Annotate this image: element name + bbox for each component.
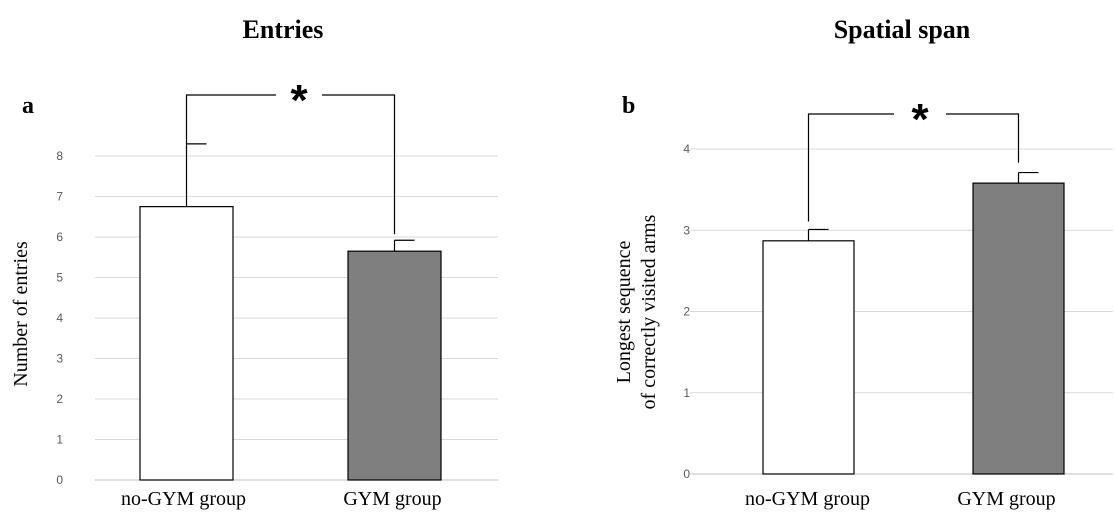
category-label: no-GYM group xyxy=(745,488,870,510)
y-tick-label: 4 xyxy=(56,311,63,325)
y-ticks: 0 1 2 3 4 xyxy=(683,142,690,481)
panel-label: a xyxy=(22,93,34,119)
category-label: GYM group xyxy=(343,488,441,510)
chart-title: Entries xyxy=(243,15,324,44)
chart-panel-spatial-span: Spatial span b Longest sequence of corre… xyxy=(613,15,1113,510)
y-axis-label-line-2: of correctly visited arms xyxy=(638,214,660,409)
bracket-left xyxy=(807,113,894,222)
bar-no-gym-group xyxy=(762,240,855,475)
significance-star: * xyxy=(911,95,929,144)
y-axis-label: Number of entries xyxy=(10,241,32,387)
y-tick-label: 8 xyxy=(56,149,63,163)
y-tick-label: 6 xyxy=(56,230,63,244)
bracket-right xyxy=(946,113,1020,163)
significance-star: * xyxy=(290,76,308,125)
bars xyxy=(139,143,442,481)
bars xyxy=(762,171,1065,475)
y-tick-label: 3 xyxy=(683,223,690,237)
panel-label: b xyxy=(622,93,635,119)
y-tick-label: 1 xyxy=(56,433,63,447)
bar-gym-group xyxy=(347,250,442,481)
y-tick-label: 2 xyxy=(56,392,63,406)
category-labels: no-GYM group GYM group xyxy=(745,488,1056,510)
category-label: GYM group xyxy=(957,488,1055,510)
y-tick-label: 5 xyxy=(56,271,63,285)
y-axis-label-line-1: Longest sequence xyxy=(613,241,635,384)
y-tick-label: 2 xyxy=(683,305,690,319)
y-ticks: 0 1 2 3 4 5 6 7 8 xyxy=(56,149,63,487)
y-tick-label: 7 xyxy=(56,190,63,204)
significance-bracket: * xyxy=(185,76,396,235)
category-labels: no-GYM group GYM group xyxy=(121,488,442,510)
chart-title: Spatial span xyxy=(834,15,971,44)
category-label: no-GYM group xyxy=(121,488,246,510)
y-tick-label: 3 xyxy=(56,352,63,366)
y-tick-label: 0 xyxy=(56,473,63,487)
bracket-right xyxy=(322,94,396,235)
bar-gym-group xyxy=(972,182,1065,475)
bracket-left xyxy=(185,94,276,144)
y-tick-label: 1 xyxy=(683,386,690,400)
y-tick-label: 4 xyxy=(683,142,690,156)
y-tick-label: 0 xyxy=(683,467,690,481)
significance-bracket: * xyxy=(807,95,1020,222)
bar-no-gym-group xyxy=(139,206,234,481)
